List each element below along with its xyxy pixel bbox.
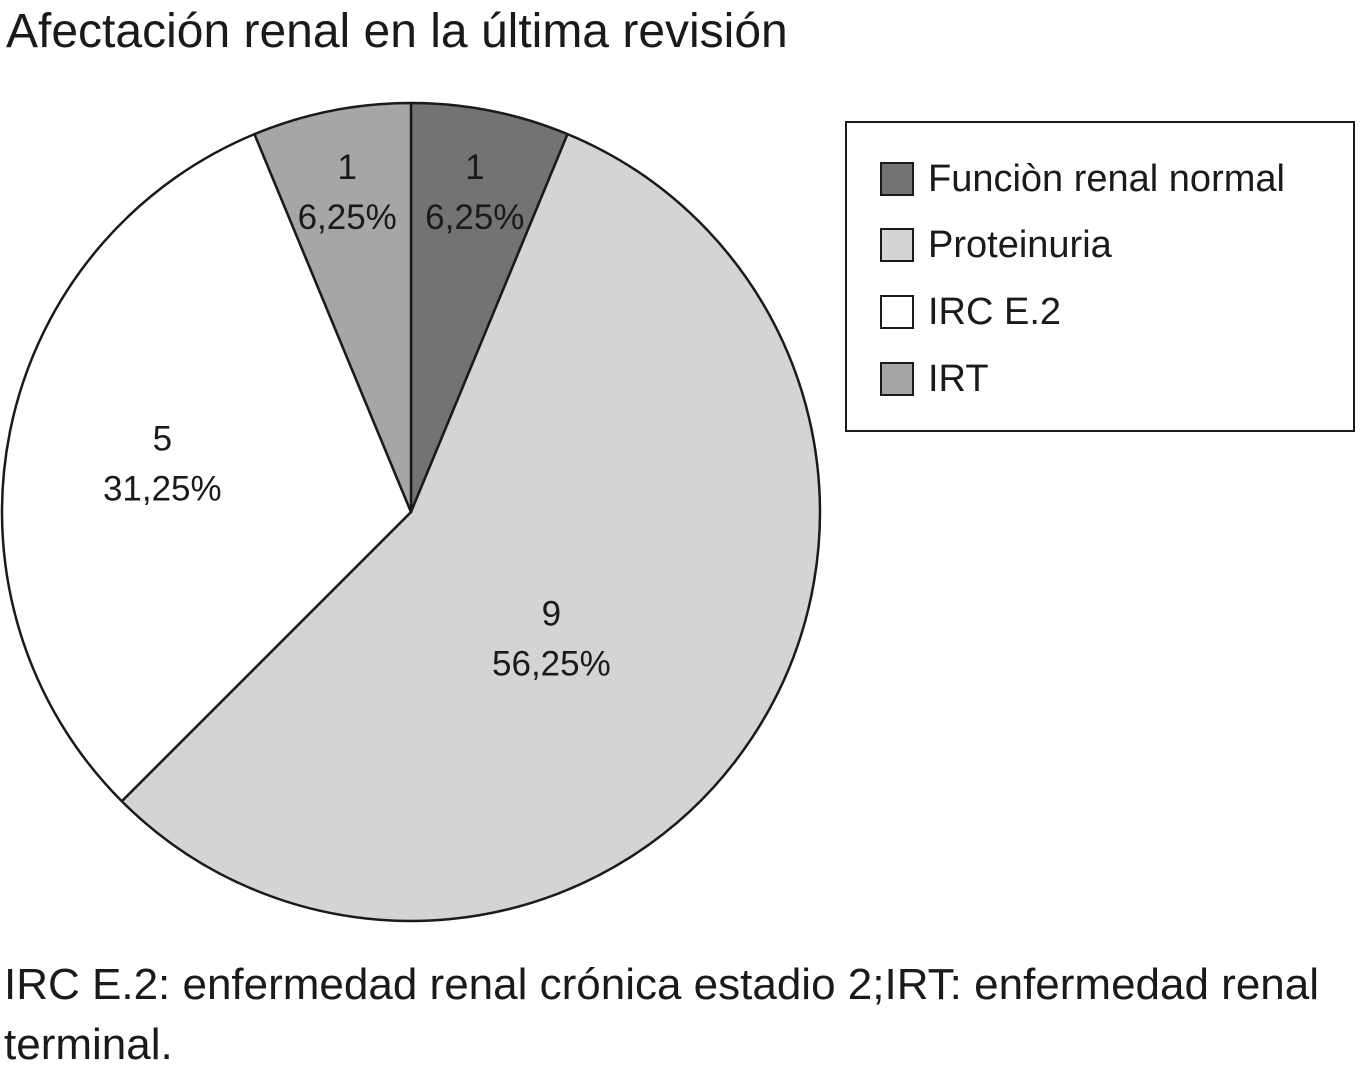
pie-slice-0 [409,101,569,514]
slice-value-label-0: 1 [465,148,484,187]
slice-value-label-2: 5 [153,420,172,459]
legend: Funciòn renal normal Proteinuria IRC E.2… [845,121,1355,432]
legend-label: IRC E.2 [928,290,1062,333]
pie-slice-3 [253,101,413,514]
legend-item-irt: IRT [880,354,989,404]
legend-swatch-irt [880,362,914,396]
legend-label: IRT [928,357,989,400]
legend-swatch-proteinuria [880,228,914,262]
slice-value-label-3: 1 [337,148,356,187]
legend-label: Funciòn renal normal [928,157,1285,200]
pie-slice-1 [120,132,822,923]
pie-labels: 1 6,25% 9 56,25% 5 31,25% 1 6,25% [103,148,611,683]
slice-percent-label-1: 56,25% [492,644,611,683]
legend-label: Proteinuria [928,223,1112,266]
pie-slice-2 [0,132,413,803]
slice-value-label-1: 9 [542,594,561,633]
slice-percent-label-2: 31,25% [103,470,222,509]
legend-item-funcion-renal-normal: Funciòn renal normal [880,154,1285,204]
legend-swatch-funcion-renal-normal [880,162,914,196]
footnote: IRC E.2: enfermedad renal crónica estadi… [4,960,1320,1069]
slice-percent-label-3: 6,25% [298,198,397,237]
pie-slices [0,101,822,923]
chart-title: Afectación renal en la última revisión [6,5,788,58]
slice-percent-label-0: 6,25% [425,198,524,237]
legend-item-irc-e2: IRC E.2 [880,287,1061,337]
legend-swatch-irc-e2 [880,295,914,329]
legend-item-proteinuria: Proteinuria [880,220,1112,270]
